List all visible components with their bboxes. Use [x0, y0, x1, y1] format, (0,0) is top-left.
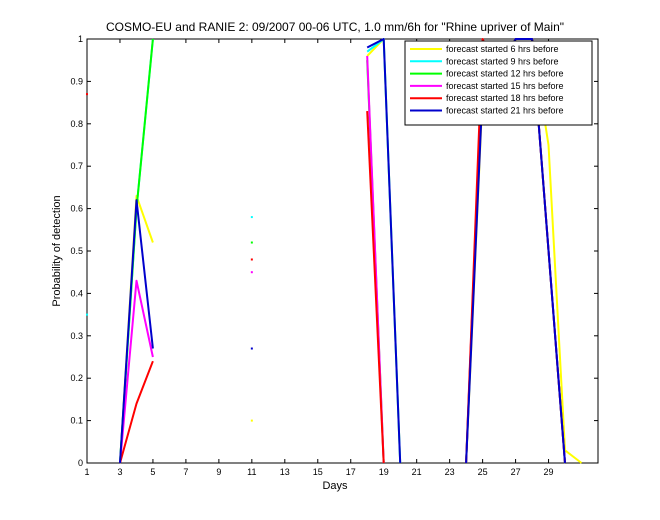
axis-ticks: 1 3 5 7 9 11 13 15 17 19 21 23 25 27 2900.10.20.30.40.…: [70, 34, 598, 477]
chart-title: COSMO-EU and RANIE 2: 09/2007 00-06 UTC,…: [106, 20, 564, 34]
y-tick-label: 0.9: [70, 76, 83, 86]
x-tick-label: 1: [84, 467, 89, 477]
x-tick-label: 15: [313, 467, 323, 477]
y-tick-label: 0.1: [70, 416, 83, 426]
x-axis-label: Days: [322, 480, 348, 492]
legend-label-2: forecast started 9 hrs before: [446, 56, 559, 66]
y-tick-label: 0.8: [70, 119, 83, 129]
y-tick-label: 0.3: [70, 331, 83, 341]
legend-label-6: forecast started 21 hrs before: [446, 106, 564, 116]
x-tick-label: 23: [445, 467, 455, 477]
series-3-point: [250, 241, 253, 244]
y-axis-label: Probability of detection: [51, 195, 63, 306]
legend-label-3: forecast started 12 hrs before: [446, 69, 564, 79]
series-2-point: [86, 313, 88, 316]
legend-label-4: forecast started 15 hrs before: [446, 81, 564, 91]
series-4-point: [250, 271, 253, 274]
series-5-point: [250, 258, 253, 261]
series-2-point: [250, 216, 253, 219]
legend-label-5: forecast started 18 hrs before: [446, 93, 564, 103]
series-1-point: [250, 419, 253, 422]
series-6-point: [250, 347, 253, 350]
series-4-line-1: [119, 279, 154, 464]
y-tick-label: 0.7: [70, 161, 83, 171]
x-tick-label: 25: [478, 467, 488, 477]
series-5-line-1: [119, 360, 154, 464]
series-6-line-1: [119, 199, 154, 464]
x-tick-label: 13: [280, 467, 290, 477]
x-tick-label: 7: [183, 467, 188, 477]
x-tick-label: 3: [117, 467, 122, 477]
x-tick-label: 9: [216, 467, 221, 477]
y-tick-label: 1: [78, 34, 83, 44]
y-tick-label: 0.4: [70, 288, 83, 298]
legend: forecast started 6 hrs before forecast st…: [404, 40, 593, 126]
series-6-line-2: [366, 38, 402, 464]
x-tick-label: 17: [346, 467, 356, 477]
legend-label-1: forecast started 6 hrs before: [446, 44, 559, 54]
series-5-point: [86, 93, 88, 96]
y-tick-label: 0: [78, 458, 83, 468]
y-tick-label: 0.2: [70, 373, 83, 383]
y-tick-label: 0.6: [70, 204, 83, 214]
x-tick-label: 27: [511, 467, 521, 477]
x-tick-label: 5: [150, 467, 155, 477]
y-tick-label: 0.5: [70, 246, 83, 256]
series-5-line-2: [366, 111, 385, 464]
x-tick-label: 29: [544, 467, 554, 477]
x-tick-label: 19: [379, 467, 389, 477]
x-tick-label: 21: [412, 467, 422, 477]
x-tick-label: 11: [247, 467, 256, 477]
